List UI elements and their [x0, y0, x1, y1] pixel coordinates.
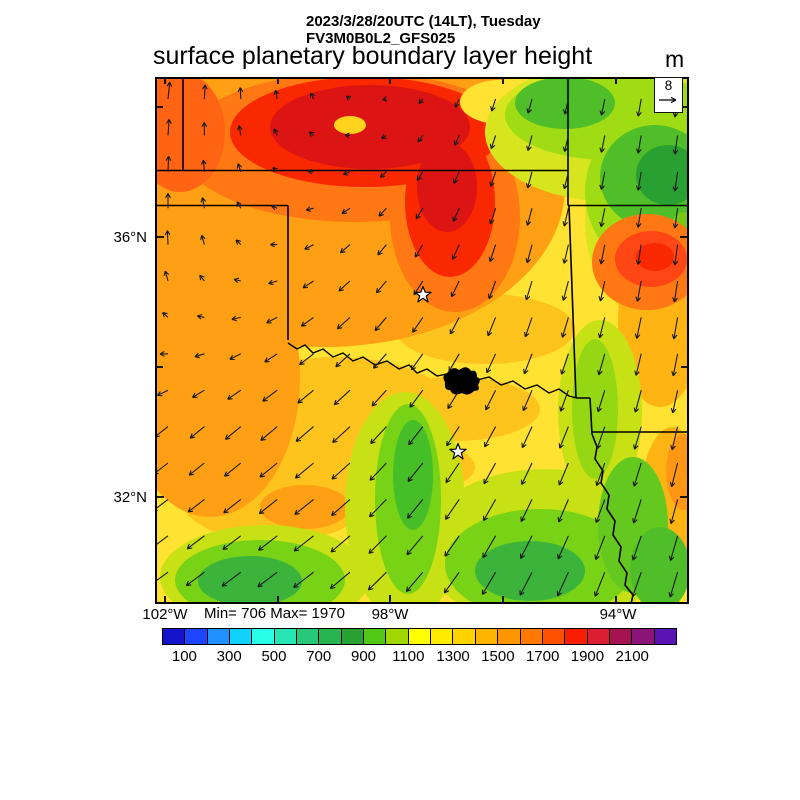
colorbar-cell: [452, 628, 476, 645]
colorbar-tick-label: 700: [306, 648, 332, 665]
colorbar-cell: [251, 628, 275, 645]
border-oklahoma-arkansas: [568, 205, 577, 399]
colorbar-tick-label: 100: [171, 648, 197, 665]
city-marker-star: [414, 285, 432, 303]
colorbar-tick-label: 300: [216, 648, 242, 665]
colorbar-tick-label: 2100: [615, 648, 649, 665]
colorbar-tick-label: 1500: [481, 648, 515, 665]
colorbar-cell: [497, 628, 521, 645]
units-label: m: [665, 46, 685, 72]
colorbar: [162, 628, 677, 645]
colorbar-cell: [474, 628, 499, 645]
colorbar-tick-label: 1100: [392, 648, 425, 665]
colorbar-cell: [430, 628, 454, 645]
border-texas-arkansas: [589, 397, 593, 435]
map-canvas: [85, 27, 755, 629]
colorbar-tick-label: 1300: [436, 648, 470, 665]
page-title: surface planetary boundary layer height: [153, 42, 593, 70]
header-datetime: 2023/3/28/20UTC (14LT), Tuesday: [306, 13, 541, 30]
wind-reference-arrow-icon: [659, 96, 677, 104]
lat-label-32n: 32°N: [113, 489, 147, 506]
lake-shape: [443, 367, 480, 395]
lon-label-98w: 98°W: [371, 606, 409, 623]
colorbar-cell: [229, 628, 253, 645]
colorbar-cell: [206, 628, 231, 645]
header-model-name: FV3M0B0L2_GFS025: [306, 30, 456, 47]
wind-vector-field: [150, 81, 679, 598]
colorbar-tick-label: 500: [261, 648, 287, 665]
lon-label-94w: 94°W: [599, 606, 637, 623]
colorbar-cell: [296, 628, 320, 645]
colorbar-cell: [318, 628, 342, 645]
lat-label-36n: 36°N: [113, 229, 147, 246]
colorbar-tick-label: 1700: [525, 648, 560, 665]
wind-reference-legend: 8: [654, 77, 683, 113]
state-borders: [155, 77, 689, 605]
colorbar-cell: [162, 628, 186, 645]
city-markers: [414, 285, 467, 460]
map-frame: [155, 77, 689, 604]
colorbar-cell: [385, 628, 409, 645]
lon-label-102w: 102°W: [142, 606, 188, 623]
red-river-line: [287, 342, 590, 399]
wind-vector-arrows: [150, 81, 679, 598]
colorbar-cell: [273, 628, 298, 645]
colorbar-cell: [407, 628, 432, 645]
colorbar-cell: [608, 628, 633, 645]
pbl-shading-blobs: [85, 27, 755, 629]
minmax-stats: Min= 706 Max= 1970: [204, 605, 345, 622]
colorbar-tick-label: 1900: [570, 648, 605, 665]
colorbar-ticks: 100 300 500 700 900 1100 1300 1500 1700 1900 2100: [0, 648, 800, 666]
axis-ticks: [155, 77, 689, 604]
pbl-height-map: [85, 27, 755, 629]
colorbar-cell: [653, 628, 677, 645]
colorbar-cell: [519, 628, 543, 645]
colorbar-cell: [631, 628, 655, 645]
colorbar-cell: [564, 628, 588, 645]
colorbar-tick-label: 900: [351, 648, 377, 665]
colorbar-cell: [340, 628, 365, 645]
city-marker-star: [449, 442, 467, 460]
colorbar-cell: [363, 628, 387, 645]
border-texas-louisiana-sabine-river: [591, 433, 634, 605]
colorbar-cell: [184, 628, 208, 645]
wind-reference-value: 8: [664, 78, 673, 93]
colorbar-cell: [586, 628, 610, 645]
colorbar-cell: [541, 628, 566, 645]
